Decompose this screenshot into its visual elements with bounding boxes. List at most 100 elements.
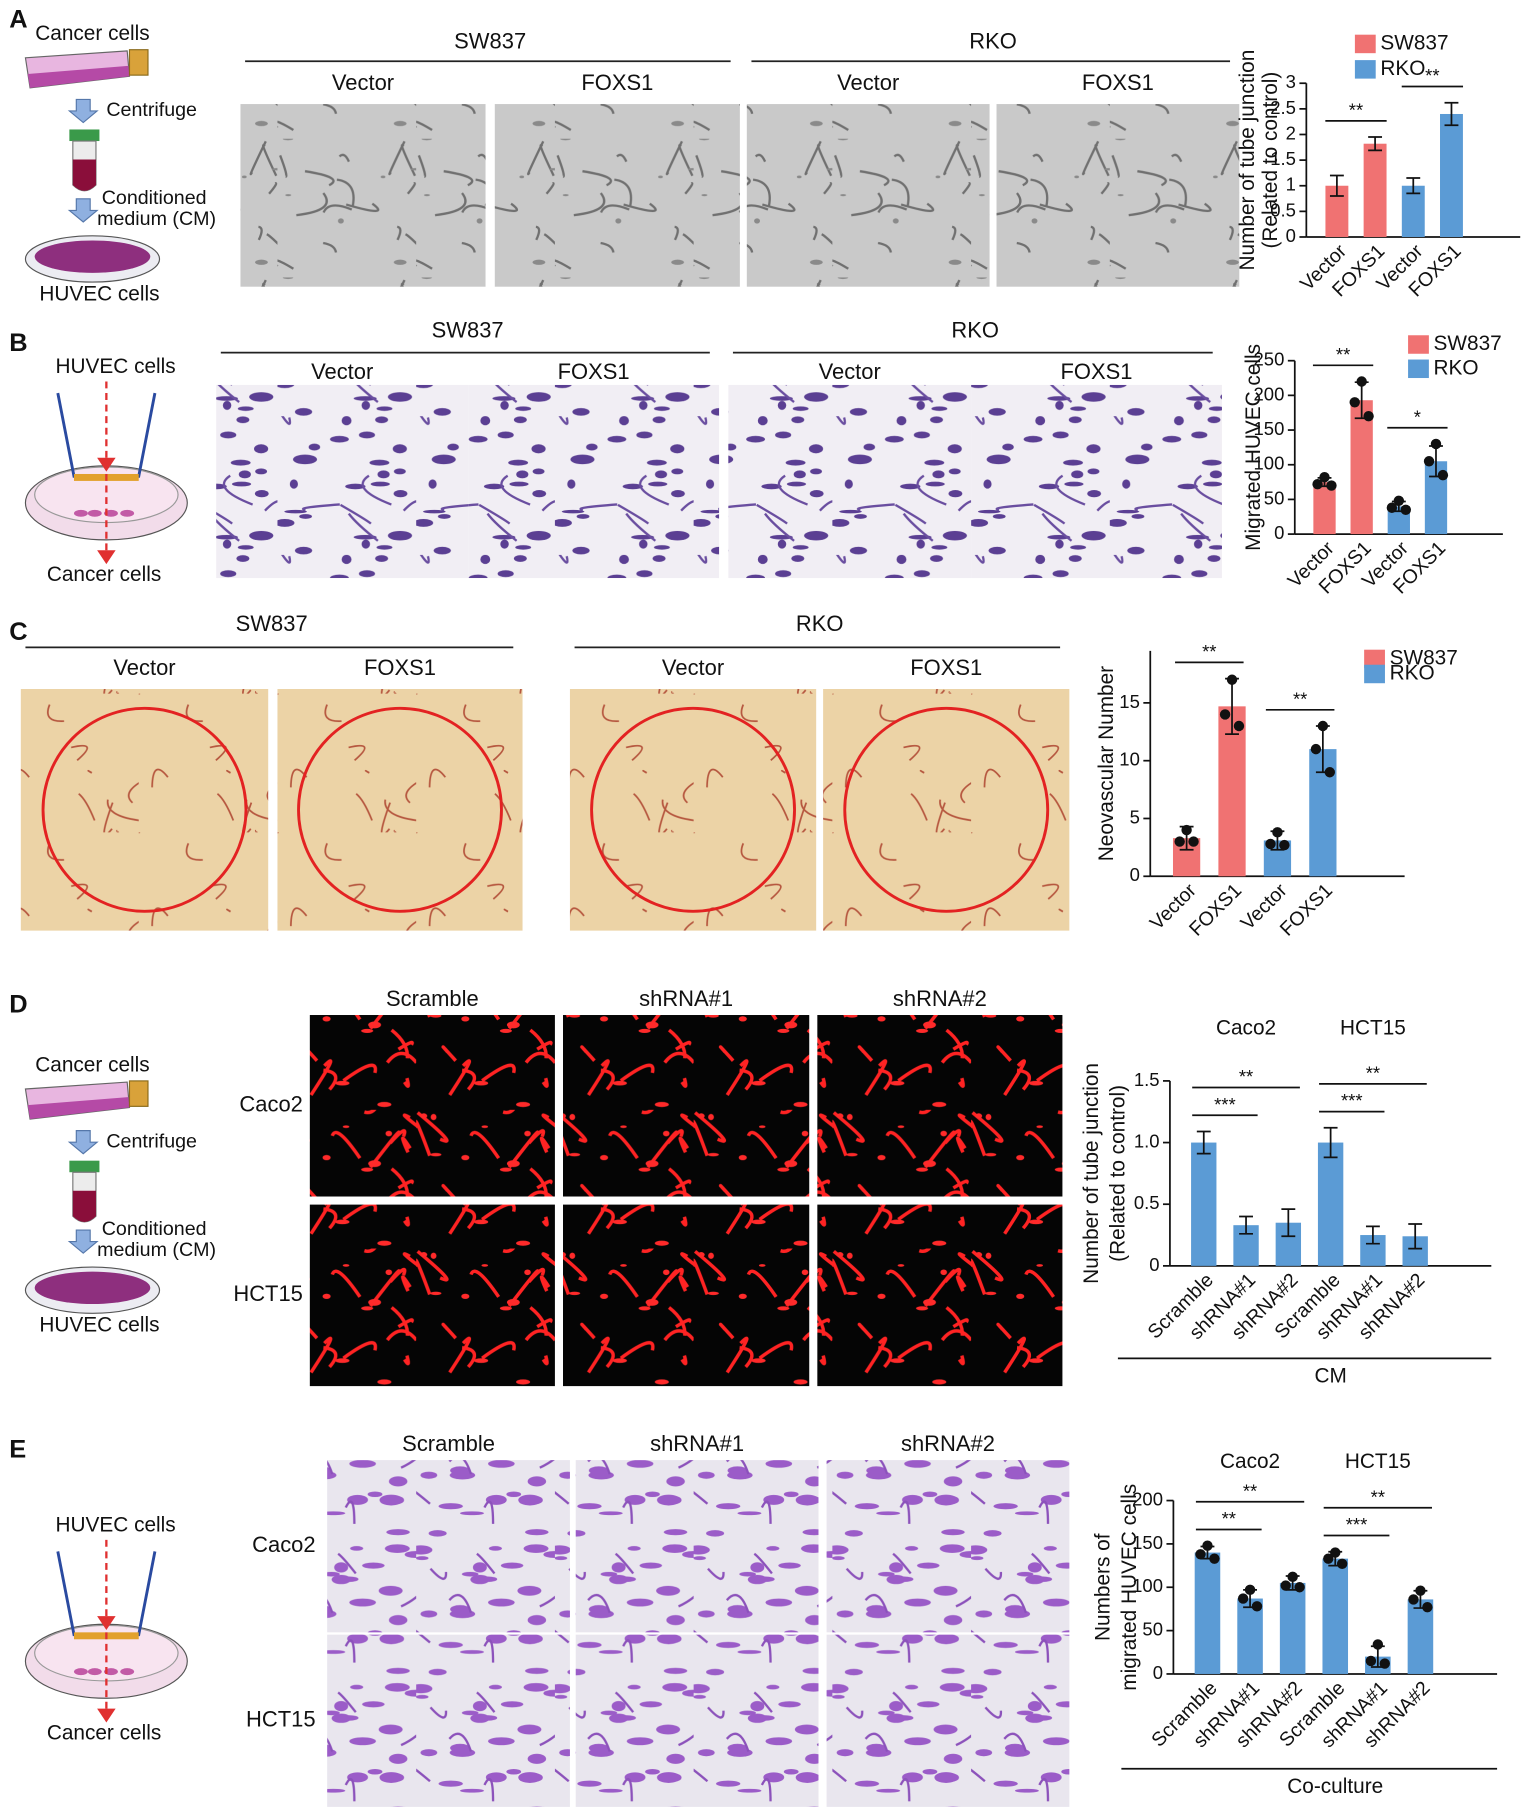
- y-tick-label: 150: [1132, 1532, 1163, 1553]
- y-tick-label: 0: [1149, 1254, 1159, 1275]
- diagram-label: Cancer cells: [35, 1053, 149, 1076]
- column-label: FOXS1: [1082, 70, 1154, 95]
- data-point: [1422, 1601, 1433, 1613]
- data-point: [1237, 1593, 1249, 1604]
- legend-swatch: [1354, 34, 1376, 54]
- y-tick-label: 0: [1153, 1662, 1163, 1683]
- tube-medium: [72, 159, 96, 191]
- column-label: Vector: [837, 70, 899, 95]
- culture-diagram: [24, 49, 161, 283]
- data-point: [1272, 827, 1283, 838]
- culture-diagram: [24, 1080, 161, 1314]
- diagram-label: Cancer cells: [47, 563, 161, 586]
- data-point: [1379, 1658, 1390, 1669]
- data-point: [1393, 495, 1405, 507]
- x-axis-label: Co-culture: [1287, 1775, 1383, 1798]
- error-bar: [1281, 1208, 1296, 1238]
- y-axis-label: (Related to control): [1259, 72, 1282, 249]
- error-bar: [1196, 1130, 1211, 1155]
- flask-cap: [128, 49, 149, 76]
- diagram-label: HUVEC cells: [56, 1513, 176, 1536]
- micrograph: [309, 1204, 555, 1387]
- panel-letter: C: [9, 618, 27, 646]
- legend-swatch: [1364, 649, 1385, 669]
- group-title: HCT15: [1340, 1016, 1406, 1039]
- micrograph: [327, 1634, 570, 1807]
- column-label: shRNA#1: [650, 1431, 744, 1456]
- data-point: [1209, 1553, 1220, 1564]
- micrograph: [826, 1634, 1070, 1807]
- region-circle: [590, 706, 796, 913]
- arrow: [67, 198, 99, 223]
- error-bar: [1329, 174, 1344, 197]
- error-bar: [1406, 177, 1421, 195]
- transwell-diagram: [24, 381, 188, 565]
- data-point: [1363, 410, 1374, 422]
- diagram-label: HUVEC cells: [39, 1313, 159, 1336]
- region-circle: [843, 706, 1050, 913]
- group-label: SW837: [236, 611, 308, 636]
- panel-letter: A: [9, 6, 27, 34]
- diagram-label: HUVEC cells: [39, 282, 159, 305]
- row-label: Caco2: [239, 1092, 302, 1117]
- y-tick-label: 250: [1254, 349, 1285, 370]
- data-point: [1310, 743, 1322, 755]
- cell: [120, 1668, 135, 1676]
- diagram-label: medium (CM): [97, 208, 216, 230]
- column-label: Vector: [113, 655, 175, 680]
- y-tick-label: 100: [1132, 1575, 1163, 1596]
- panel-letter: D: [9, 990, 27, 1018]
- significance-label: **: [1371, 1486, 1385, 1507]
- legend-label: RKO: [1434, 356, 1479, 379]
- column-label: FOXS1: [364, 655, 436, 680]
- arrow: [67, 1130, 99, 1155]
- y-tick-label: 3: [1286, 71, 1296, 92]
- column-label: Vector: [311, 359, 373, 384]
- data-point: [1423, 456, 1435, 467]
- diagram-label: Conditioned: [102, 187, 207, 209]
- y-tick-label: 0: [1274, 522, 1284, 543]
- group-title: Caco2: [1216, 1016, 1276, 1039]
- y-axis-label: migrated HUVEC cells: [1118, 1484, 1141, 1691]
- error-bar: [1408, 1223, 1423, 1250]
- significance-label: ***: [1214, 1094, 1236, 1115]
- micrograph: [826, 1460, 1070, 1633]
- data-point: [1279, 839, 1290, 851]
- error-bar: [1239, 1215, 1253, 1235]
- row-label: HCT15: [233, 1281, 303, 1306]
- bar: [1317, 1142, 1344, 1266]
- data-point: [1408, 1594, 1419, 1605]
- y-axis-label: Number of tube junction: [1236, 50, 1259, 271]
- column-label: Vector: [819, 359, 881, 384]
- flask-cap: [128, 1080, 149, 1107]
- data-point: [1386, 502, 1398, 513]
- data-point: [1174, 836, 1185, 847]
- data-point: [1330, 1547, 1341, 1558]
- cell: [87, 509, 102, 517]
- column-label: Vector: [662, 655, 724, 680]
- data-point: [1415, 1585, 1426, 1596]
- micrograph: [728, 384, 972, 579]
- flask-medium: [27, 65, 130, 88]
- significance-label: **: [1202, 641, 1216, 662]
- significance-label: **: [1425, 65, 1439, 86]
- y-tick-label: 1: [1286, 174, 1296, 195]
- significance-label: **: [1336, 344, 1350, 365]
- row-label: Caco2: [252, 1532, 315, 1557]
- y-tick-label: 1.0: [1134, 1130, 1160, 1151]
- dish-medium: [34, 240, 151, 273]
- column-label: FOXS1: [581, 70, 653, 95]
- micrograph: [971, 384, 1222, 579]
- micrograph: [327, 1460, 570, 1633]
- significance-label: **: [1366, 1062, 1380, 1083]
- data-point: [1265, 838, 1276, 850]
- cell: [87, 1668, 102, 1676]
- legend-label: SW837: [1434, 332, 1502, 355]
- data-point: [1356, 376, 1367, 387]
- data-point: [1317, 720, 1329, 732]
- error-bar: [1365, 1225, 1380, 1245]
- data-point: [1181, 824, 1192, 836]
- dish-medium: [34, 1271, 151, 1305]
- column-label: Vector: [332, 70, 394, 95]
